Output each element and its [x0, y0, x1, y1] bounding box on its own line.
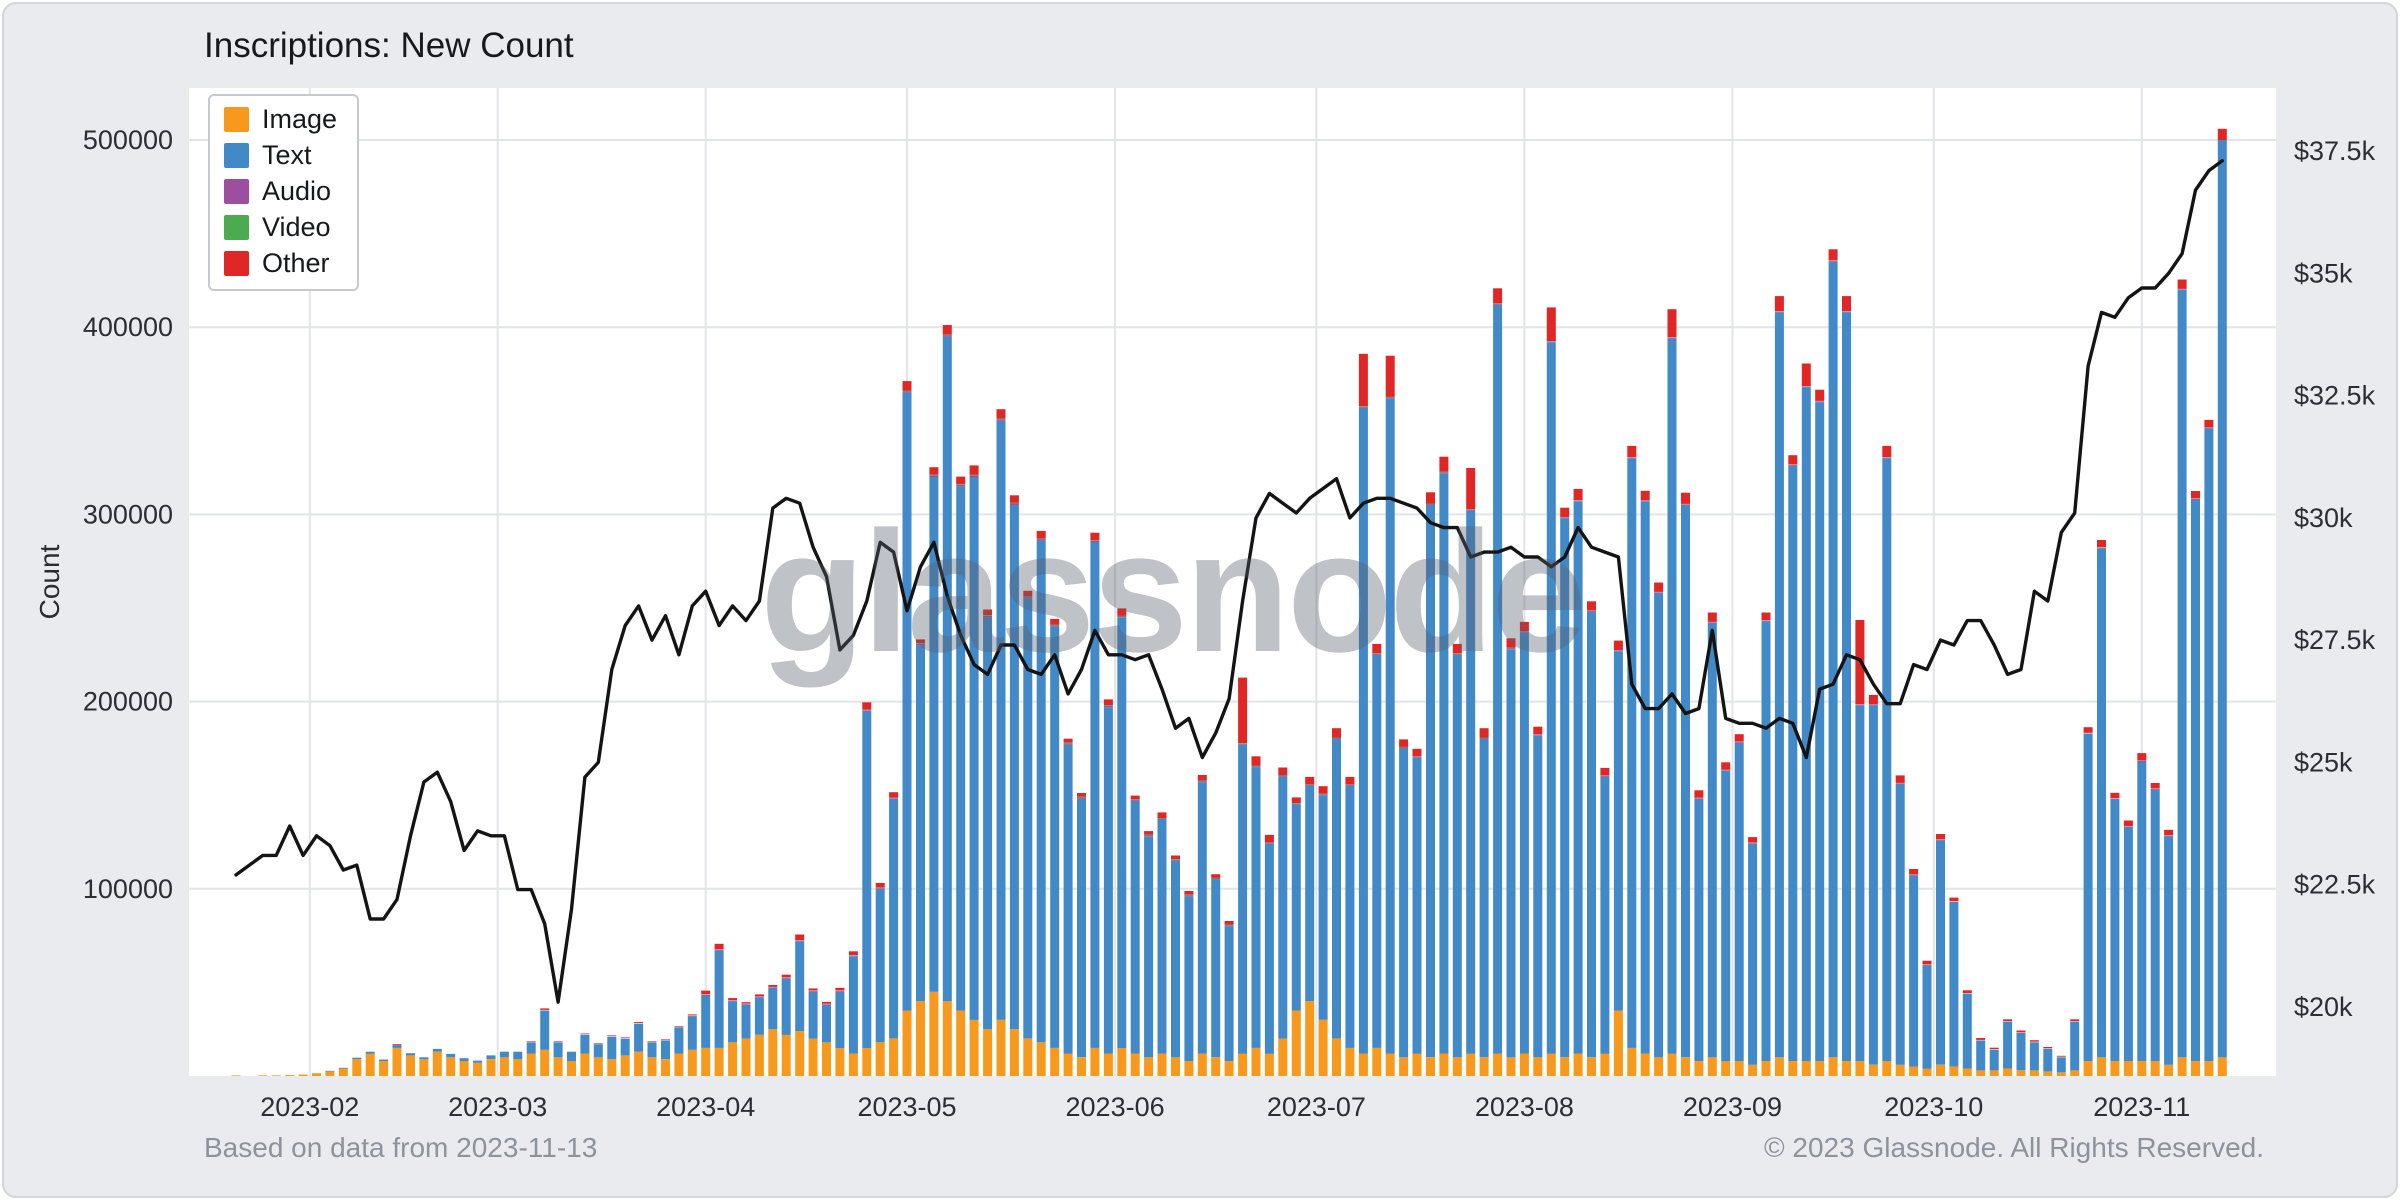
right-axis-tick: $37.5k: [2294, 136, 2376, 166]
right-axis-tick: $30k: [2294, 503, 2353, 533]
right-axis-tick: $27.5k: [2294, 625, 2376, 655]
x-axis-tick: 2023-05: [857, 1092, 956, 1122]
legend-item-text[interactable]: Text: [224, 142, 337, 169]
left-axis-tick: 200000: [83, 687, 173, 717]
x-axis-tick: 2023-02: [260, 1092, 359, 1122]
x-axis-tick: 2023-07: [1267, 1092, 1366, 1122]
image-series-swatch-icon: [224, 107, 249, 132]
video-series-swatch-icon: [224, 215, 249, 240]
left-axis-tick: 100000: [83, 874, 173, 904]
bars-layer: [231, 128, 2227, 1076]
x-axis-tick: 2023-04: [656, 1092, 755, 1122]
legend-item-other[interactable]: Other: [224, 250, 337, 277]
right-axis-tick: $22.5k: [2294, 870, 2376, 900]
right-axis-tick: $20k: [2294, 992, 2353, 1022]
chart-legend: Image Text Audio Video Other: [208, 94, 360, 291]
legend-label: Other: [262, 248, 330, 278]
y-axis-title: Count: [34, 544, 65, 620]
x-axis-tick: 2023-06: [1066, 1092, 1165, 1122]
left-axis-tick: 400000: [83, 312, 173, 342]
left-axis-tick: 300000: [83, 499, 173, 529]
right-axis-tick: $25k: [2294, 747, 2353, 777]
x-axis-tick: 2023-09: [1683, 1092, 1782, 1122]
left-axis-tick: 500000: [83, 125, 173, 155]
other-series-swatch-icon: [224, 251, 249, 276]
legend-label: Audio: [262, 176, 332, 206]
legend-label: Image: [262, 104, 338, 134]
legend-item-video[interactable]: Video: [224, 214, 337, 241]
legend-item-audio[interactable]: Audio: [224, 178, 337, 205]
x-axis-tick: 2023-08: [1475, 1092, 1574, 1122]
footer-copyright: © 2023 Glassnode. All Rights Reserved.: [1763, 1132, 2264, 1163]
footer-source-note: Based on data from 2023-11-13: [204, 1132, 598, 1163]
x-axis-tick: 2023-03: [448, 1092, 547, 1122]
chart-canvas[interactable]: 100000 200000 300000 400000 500000 $20k $22.5k…: [4, 4, 2400, 1204]
axis-tick-labels: 100000 200000 300000 400000 500000 $20k $22.5k…: [83, 125, 2376, 1122]
chart-title: Inscriptions: New Count: [204, 26, 574, 65]
legend-item-image[interactable]: Image: [224, 106, 337, 133]
legend-label: Video: [262, 212, 331, 242]
right-axis-tick: $32.5k: [2294, 381, 2376, 411]
x-axis-tick: 2023-11: [2093, 1092, 2190, 1122]
legend-label: Text: [262, 140, 312, 170]
text-series-swatch-icon: [224, 143, 249, 168]
plot-area: [189, 88, 2276, 1076]
right-axis-tick: $35k: [2294, 258, 2353, 288]
x-axis-tick: 2023-10: [1884, 1092, 1983, 1122]
price-line: [234, 159, 2224, 1004]
audio-series-swatch-icon: [224, 179, 249, 204]
